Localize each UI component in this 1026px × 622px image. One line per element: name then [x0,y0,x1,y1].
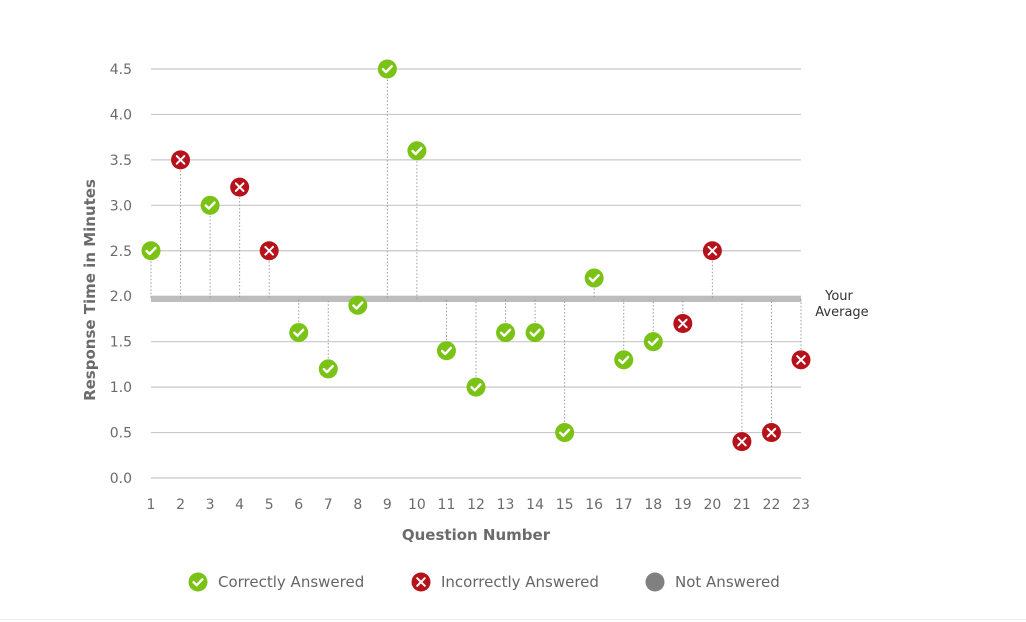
legend-label-correct: Correctly Answered [218,573,365,591]
x-axis-title: Question Number [402,526,551,544]
x-tick-label: 20 [703,497,721,513]
x-tick-label: 19 [674,497,692,513]
y-tick-label: 2.0 [110,289,132,305]
y-tick-label: 3.5 [110,153,132,169]
y-tick-label: 0.0 [110,471,132,487]
x-tick-label: 21 [733,497,751,513]
x-tick-label: 15 [556,497,574,513]
legend-item-correct: Correctly Answered [188,572,364,592]
x-tick-label: 9 [383,497,392,513]
x-circle-icon [411,572,431,592]
x-axis-ticks: 1 2 3 4 5 6 7 8 9 10 11 12 13 14 15 16 17 18 19 20 21 22 23 [147,497,810,513]
x-tick-label: 10 [408,497,426,513]
data-point-correct [496,323,516,343]
y-tick-label: 4.5 [110,62,132,78]
x-tick-label: 18 [644,497,662,513]
y-tick-label: 4.0 [110,107,132,123]
data-point-correct [614,350,634,370]
data-point-incorrect [171,150,191,170]
data-point-correct [584,268,604,288]
data-point-correct [318,359,338,379]
legend: Correctly Answered Incorrectly Answered … [0,572,1026,600]
x-tick-label: 5 [265,497,274,513]
data-point-incorrect [259,241,279,261]
x-tick-label: 1 [147,497,156,513]
data-point-correct [289,323,309,343]
data-point-correct [555,423,575,443]
x-tick-label: 12 [467,497,485,513]
grid-lines [151,68,801,479]
x-tick-label: 11 [438,497,456,513]
data-points [141,59,811,452]
gray-circle-icon [645,572,665,592]
data-point-incorrect [791,350,811,370]
data-point-incorrect [673,313,693,333]
y-tick-label: 1.5 [110,335,132,351]
data-point-correct [525,323,545,343]
x-tick-label: 13 [497,497,515,513]
data-point-correct [643,332,663,352]
y-tick-label: 2.5 [110,244,132,260]
data-point-incorrect [732,432,752,452]
data-point-correct [200,195,220,215]
data-point-incorrect [761,423,781,443]
x-tick-label: 16 [585,497,603,513]
data-point-correct [377,59,397,79]
legend-label-not-answered: Not Answered [675,573,780,591]
data-point-correct [141,241,161,261]
data-point-incorrect [702,241,722,261]
x-tick-label: 7 [324,497,333,513]
check-circle-icon [188,572,208,592]
average-label-average: Average [815,305,868,320]
x-tick-label: 8 [353,497,362,513]
y-tick-label: 1.0 [110,380,132,396]
x-tick-label: 23 [792,497,810,513]
x-tick-label: 14 [526,497,544,513]
x-tick-label: 4 [235,497,244,513]
x-tick-label: 3 [206,497,215,513]
x-tick-label: 22 [763,497,781,513]
legend-item-not-answered: Not Answered [645,572,780,592]
average-label-your: Your [824,289,853,304]
data-point-correct [466,377,486,397]
data-point-incorrect [230,177,250,197]
y-axis-ticks: 0.0 0.5 1.0 1.5 2.0 2.5 3.0 3.5 4.0 4.5 [110,62,132,487]
y-axis-title: Response Time in Minutes [81,179,99,401]
x-tick-label: 17 [615,497,633,513]
data-point-correct [407,141,427,161]
x-tick-label: 2 [176,497,185,513]
bottom-divider [0,619,1026,620]
data-point-correct [348,295,368,315]
x-tick-label: 6 [294,497,303,513]
y-tick-label: 3.0 [110,198,132,214]
y-tick-label: 0.5 [110,426,132,442]
legend-item-incorrect: Incorrectly Answered [411,572,599,592]
legend-label-incorrect: Incorrectly Answered [441,573,599,591]
data-point-correct [436,341,456,361]
